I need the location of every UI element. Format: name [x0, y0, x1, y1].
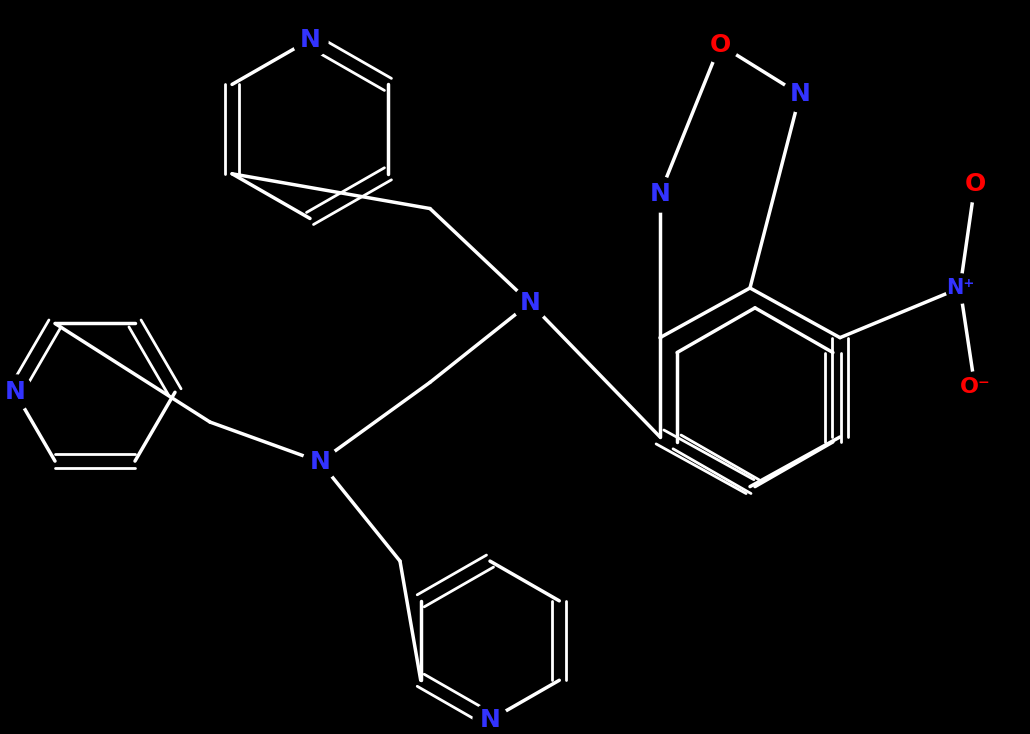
Text: N: N — [300, 28, 320, 51]
Text: N: N — [519, 291, 541, 315]
Text: N: N — [4, 380, 26, 404]
Text: N: N — [790, 82, 811, 106]
Text: O: O — [964, 172, 986, 196]
Text: N: N — [480, 708, 501, 732]
Text: O: O — [710, 33, 730, 57]
Text: N⁺: N⁺ — [946, 278, 974, 298]
Text: N: N — [310, 450, 331, 473]
Text: O⁻: O⁻ — [960, 377, 991, 397]
Text: N: N — [650, 181, 671, 206]
